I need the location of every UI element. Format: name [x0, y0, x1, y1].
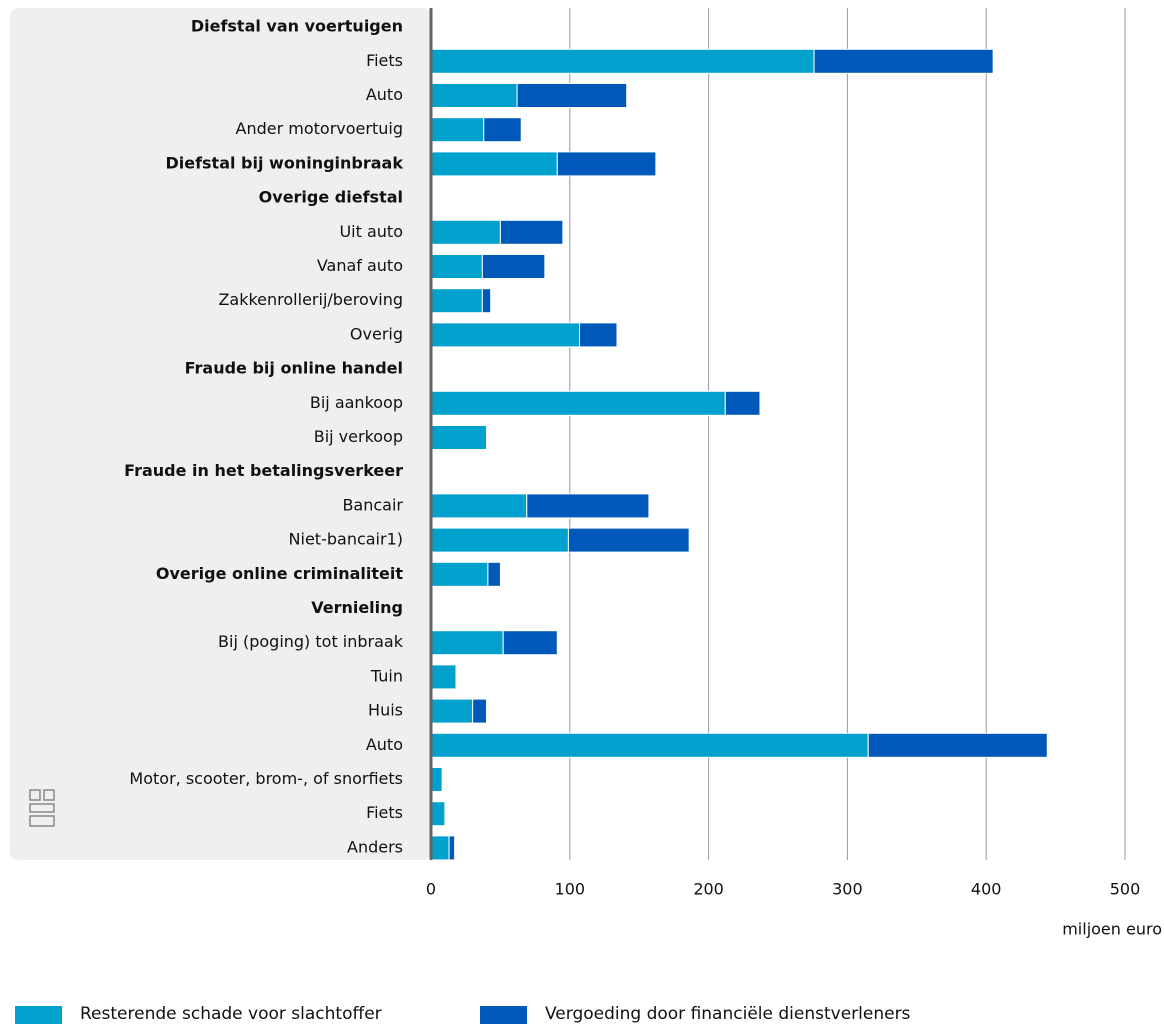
x-tick-label: 200 [693, 880, 724, 899]
legend-swatch [480, 1006, 527, 1024]
y-tick-label: Zakkenrollerij/beroving [218, 290, 403, 309]
bar-segment [724, 390, 761, 416]
y-tick-label: Huis [368, 701, 403, 720]
y-tick-label: Uit auto [339, 222, 403, 241]
y-tick-label: Overige online criminaliteit [156, 564, 403, 583]
bar-segment [516, 83, 628, 108]
bar-segment [430, 801, 446, 827]
y-tick-label: Overige diefstal [259, 188, 403, 207]
bar-segment [430, 48, 815, 74]
bar-segment [430, 322, 581, 348]
bar-segment [430, 767, 443, 792]
bar-segment [430, 219, 501, 245]
y-tick-label: Overig [350, 324, 403, 343]
bar-segment [448, 835, 456, 861]
y-tick-label: Diefstal bij woninginbraak [165, 153, 403, 172]
bar-segment [567, 527, 690, 553]
y-tick-label: Auto [366, 85, 403, 104]
x-tick-label: 100 [555, 880, 586, 899]
bar-segment [430, 664, 457, 690]
bar-segment [556, 151, 657, 177]
bar-segment [472, 698, 488, 724]
bar-segment [481, 288, 492, 314]
bar-segment [430, 390, 726, 416]
y-tick-label: Bancair [342, 495, 403, 514]
y-tick-label: Auto [366, 735, 403, 754]
bar-segment [867, 732, 1048, 758]
label-panel [10, 8, 431, 860]
cbs-logo [29, 789, 55, 827]
legend-swatch [15, 1006, 62, 1024]
y-tick-label: Vernieling [311, 598, 403, 617]
y-tick-label: Anders [347, 837, 403, 856]
y-tick-label: Fraude bij online handel [185, 359, 403, 378]
bar-segment [430, 117, 485, 143]
bar-segment [481, 254, 546, 279]
bar-segment [499, 219, 564, 245]
bar-segment [430, 630, 504, 656]
bar-segment [430, 254, 483, 279]
bar-segment [430, 151, 558, 177]
bar-segment [579, 322, 618, 348]
bar-segment [430, 425, 488, 450]
y-tick-label: Bij verkoop [314, 427, 403, 446]
bar-segment [526, 493, 650, 519]
y-tick-label: Motor, scooter, brom-, of snorfiets [129, 769, 403, 788]
x-axis-label: miljoen euro [1062, 920, 1162, 939]
bar-segment [430, 732, 869, 758]
y-tick-label: Tuin [370, 666, 403, 685]
bar-segment [430, 561, 489, 587]
y-tick-label: Fiets [366, 51, 403, 70]
y-tick-label: Fiets [366, 803, 403, 822]
bar-segment [813, 48, 994, 74]
x-tick-label: 500 [1110, 880, 1141, 899]
legend-label: Resterende schade voor slachtoffer [80, 1004, 382, 1024]
y-tick-label: Niet-bancair1) [289, 530, 403, 549]
y-tick-label: Diefstal van voertuigen [191, 17, 403, 36]
bar-segment [430, 527, 569, 553]
x-tick-label: 300 [832, 880, 863, 899]
bar-segment [430, 493, 528, 519]
y-tick-label: Vanaf auto [317, 256, 403, 275]
legend-label: Vergoeding door financiële dienstverlene… [545, 1004, 911, 1024]
bar-segment [430, 698, 474, 724]
y-tick-label: Fraude in het betalingsverkeer [124, 461, 403, 480]
x-tick-label: 400 [971, 880, 1002, 899]
bar-segment [487, 561, 501, 587]
bar-segment [483, 117, 522, 143]
bar-segment [430, 288, 483, 314]
bar-segment [430, 835, 450, 861]
bar-segment [430, 83, 518, 108]
y-tick-label: Ander motorvoertuig [236, 119, 403, 138]
y-tick-label: Bij (poging) tot inbraak [218, 632, 404, 651]
y-tick-label: Bij aankoop [310, 393, 403, 412]
bar-segment [502, 630, 558, 656]
x-tick-label: 0 [426, 880, 436, 899]
